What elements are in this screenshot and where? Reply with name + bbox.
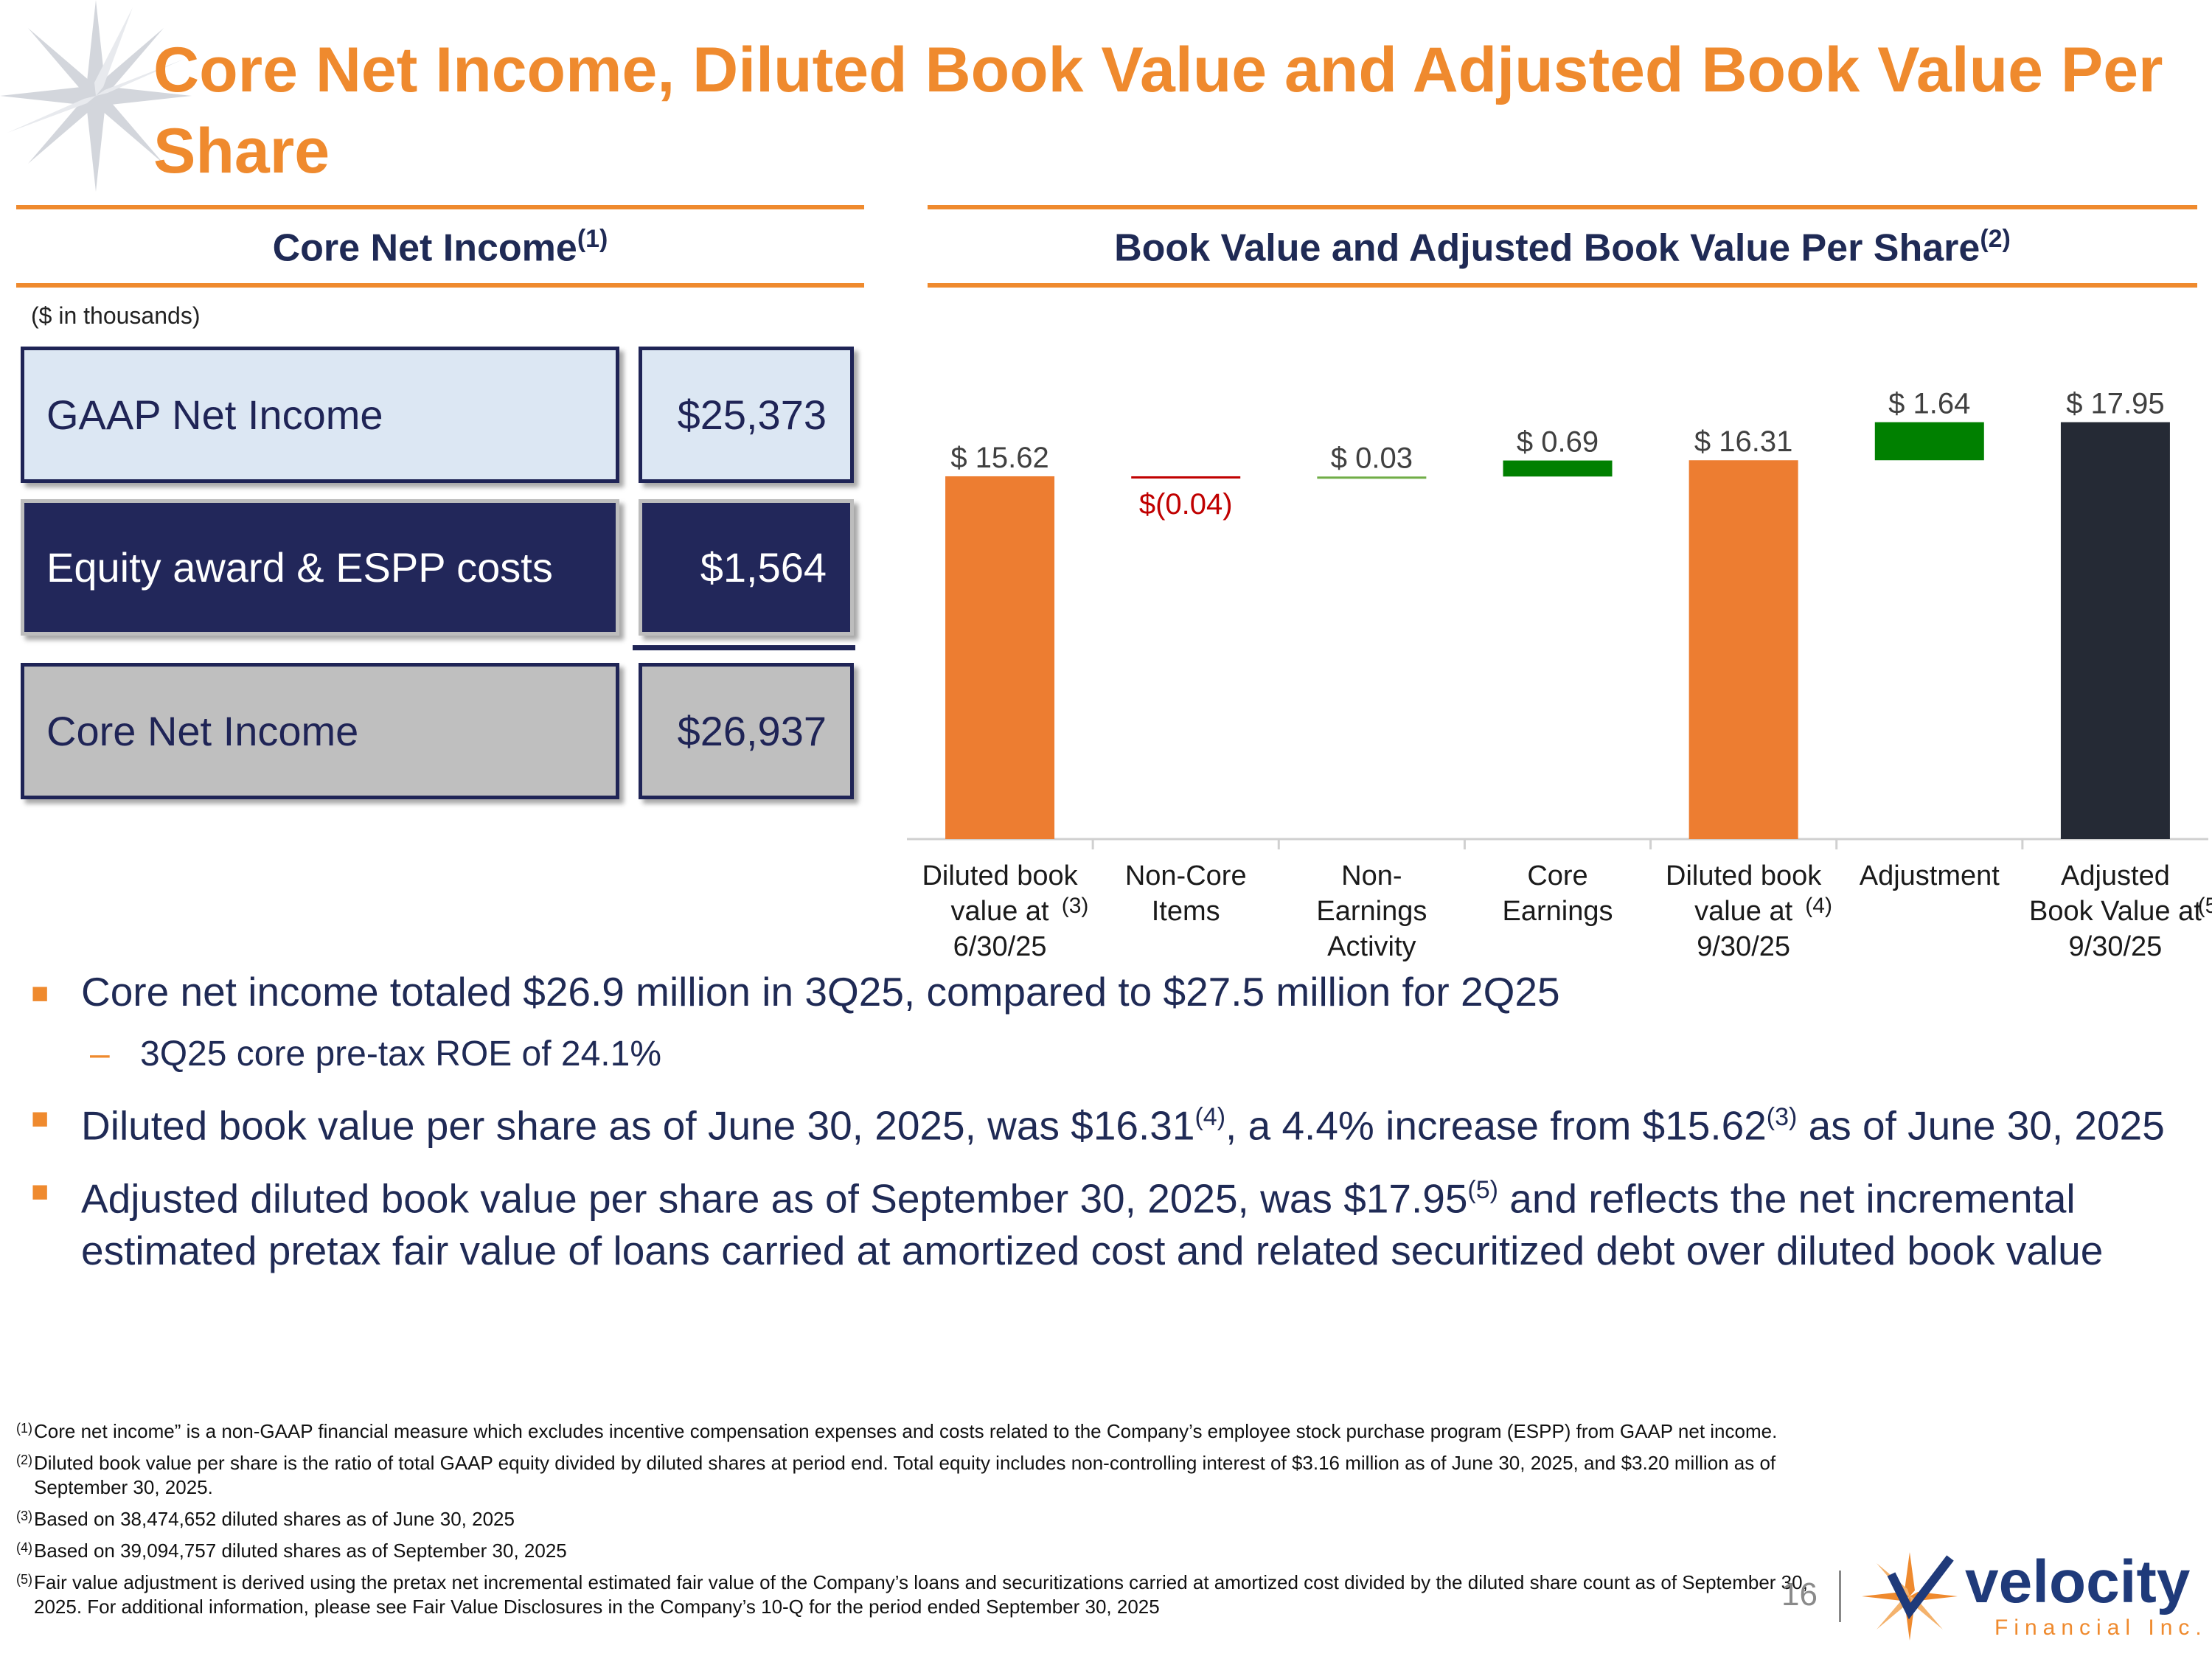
data-label: $ 16.31	[1694, 425, 1792, 458]
footnote-ref: (3)	[16, 1509, 32, 1523]
footnote-ref: (1)	[16, 1421, 32, 1436]
sum-line	[633, 645, 855, 650]
data-label: $ 0.69	[1517, 426, 1599, 459]
bar	[1688, 460, 1798, 839]
heading-text: Book Value and Adjusted Book Value Per S…	[1114, 226, 1980, 270]
bullet-marker: ■	[31, 977, 49, 1009]
gaap-net-income-label: GAAP Net Income	[21, 347, 619, 483]
bullet-item: ■ Core net income totaled $26.9 million i…	[29, 966, 2168, 1018]
core-net-income-heading: Core Net Income(1)	[16, 225, 864, 270]
core-net-income-label: Core Net Income	[21, 663, 619, 799]
divider	[1839, 1571, 1841, 1622]
bullet-text: , a 4.4% increase from $15.62	[1225, 1102, 1767, 1149]
category-footnote-ref: (3)	[1062, 894, 1089, 918]
footnote-ref: (5)	[16, 1572, 32, 1587]
core-net-income-value: $26,937	[639, 663, 854, 799]
category-label: Diluted book value at 9/30/25	[1666, 860, 1822, 962]
footnote: (1) Core net income” is a non-GAAP financ…	[16, 1419, 1837, 1444]
velocity-logo: velocity Financial Inc.	[1862, 1548, 2201, 1641]
category-label: Adjusted Book Value at 9/30/25	[2029, 860, 2202, 962]
category-label: Adjustment	[1860, 860, 2000, 891]
divider	[16, 283, 864, 288]
page-number: 16	[1781, 1576, 1818, 1613]
footnote-ref: (2)	[1980, 225, 2011, 253]
footnote-text: Core net income” is a non-GAAP financial…	[34, 1420, 1778, 1442]
divider	[16, 205, 864, 209]
logo-tagline: Financial Inc.	[1994, 1615, 2201, 1640]
data-label: $ 15.62	[950, 442, 1048, 474]
footnote-ref: (5)	[1467, 1176, 1498, 1205]
logo-wordmark: velocity	[1965, 1548, 2191, 1615]
bullet-marker: ■	[31, 1175, 49, 1208]
footnote-text: Fair value adjustment is derived using t…	[34, 1571, 1808, 1618]
footnote-ref: (4)	[1194, 1103, 1226, 1131]
bullet-text: Core net income totaled $26.9 million in…	[81, 969, 1560, 1015]
dash-marker: –	[90, 1034, 110, 1074]
category-footnote-ref: (4)	[1805, 894, 1832, 918]
divider	[928, 283, 2197, 288]
book-value-waterfall-chart: $ 15.62 Diluted book value at 6/30/25(3) $(0…	[907, 388, 2212, 962]
bullet-text: and reflects the net incremental estimat…	[81, 1175, 2104, 1273]
heading-text: Core Net Income	[272, 226, 577, 270]
footnote-ref: (2)	[16, 1453, 32, 1467]
bar	[1874, 422, 1984, 461]
bar	[2060, 422, 2170, 839]
bullet-text: Adjusted diluted book value per share as…	[81, 1175, 1468, 1222]
footnotes: (1) Core net income” is a non-GAAP financ…	[16, 1419, 1837, 1627]
footnote: (5) Fair value adjustment is derived usin…	[16, 1571, 1837, 1619]
book-value-heading: Book Value and Adjusted Book Value Per S…	[928, 225, 2197, 270]
footnote: (4) Based on 39,094,757 diluted shares as…	[16, 1539, 1837, 1563]
bullet-list: ■ Core net income totaled $26.9 million i…	[29, 966, 2168, 1290]
footnote-ref: (1)	[577, 225, 608, 253]
bar	[1503, 460, 1613, 477]
bullet-text: Diluted book value per share as of June …	[81, 1102, 1195, 1149]
bar	[1131, 476, 1241, 479]
category-label: Non-Core Items	[1125, 860, 1247, 927]
equity-award-espp-value: $1,564	[639, 499, 854, 636]
category-label: Non-Earnings Activity	[1316, 860, 1427, 962]
data-label: $ 0.03	[1331, 442, 1413, 474]
bar	[945, 476, 1055, 839]
footnote: (2) Diluted book value per share is the r…	[16, 1451, 1837, 1500]
bullet-text: 3Q25 core pre-tax ROE of 24.1%	[140, 1034, 662, 1074]
gaap-net-income-value: $25,373	[639, 347, 854, 483]
bullet-item: ■ Adjusted diluted book value per share a…	[29, 1164, 2168, 1276]
bullet-marker: ■	[31, 1102, 49, 1135]
category-footnote-ref: (5)	[2198, 894, 2212, 918]
category-label: Diluted book value at 6/30/25	[922, 860, 1078, 962]
star-mark-icon	[1862, 1552, 1958, 1641]
footnote-text: Diluted book value per share is the rati…	[34, 1452, 1776, 1498]
star-burst-icon	[0, 0, 192, 192]
footnote-ref: (3)	[1766, 1103, 1798, 1131]
divider	[928, 205, 2197, 209]
units-note: ($ in thousands)	[31, 302, 201, 329]
bullet-text: as of June 30, 2025	[1797, 1102, 2165, 1149]
page-title: Core Net Income, Diluted Book Value and …	[153, 35, 2163, 187]
bar	[1317, 476, 1427, 479]
sub-bullet-item: –3Q25 core pre-tax ROE of 24.1%	[29, 1031, 2168, 1078]
footnote-text: Based on 39,094,757 diluted shares as of…	[34, 1540, 567, 1562]
equity-award-espp-label: Equity award & ESPP costs	[21, 499, 619, 636]
footnote-ref: (4)	[16, 1540, 32, 1555]
data-label: $ 1.64	[1888, 388, 1970, 420]
data-label: $ 17.95	[2066, 388, 2164, 420]
bullet-item: ■ Diluted book value per share as of June…	[29, 1091, 2168, 1151]
category-label: Core Earnings	[1503, 860, 1613, 927]
data-label: $(0.04)	[1139, 488, 1233, 521]
footnote: (3) Based on 38,474,652 diluted shares as…	[16, 1507, 1837, 1531]
footnote-text: Based on 38,474,652 diluted shares as of…	[34, 1508, 515, 1530]
